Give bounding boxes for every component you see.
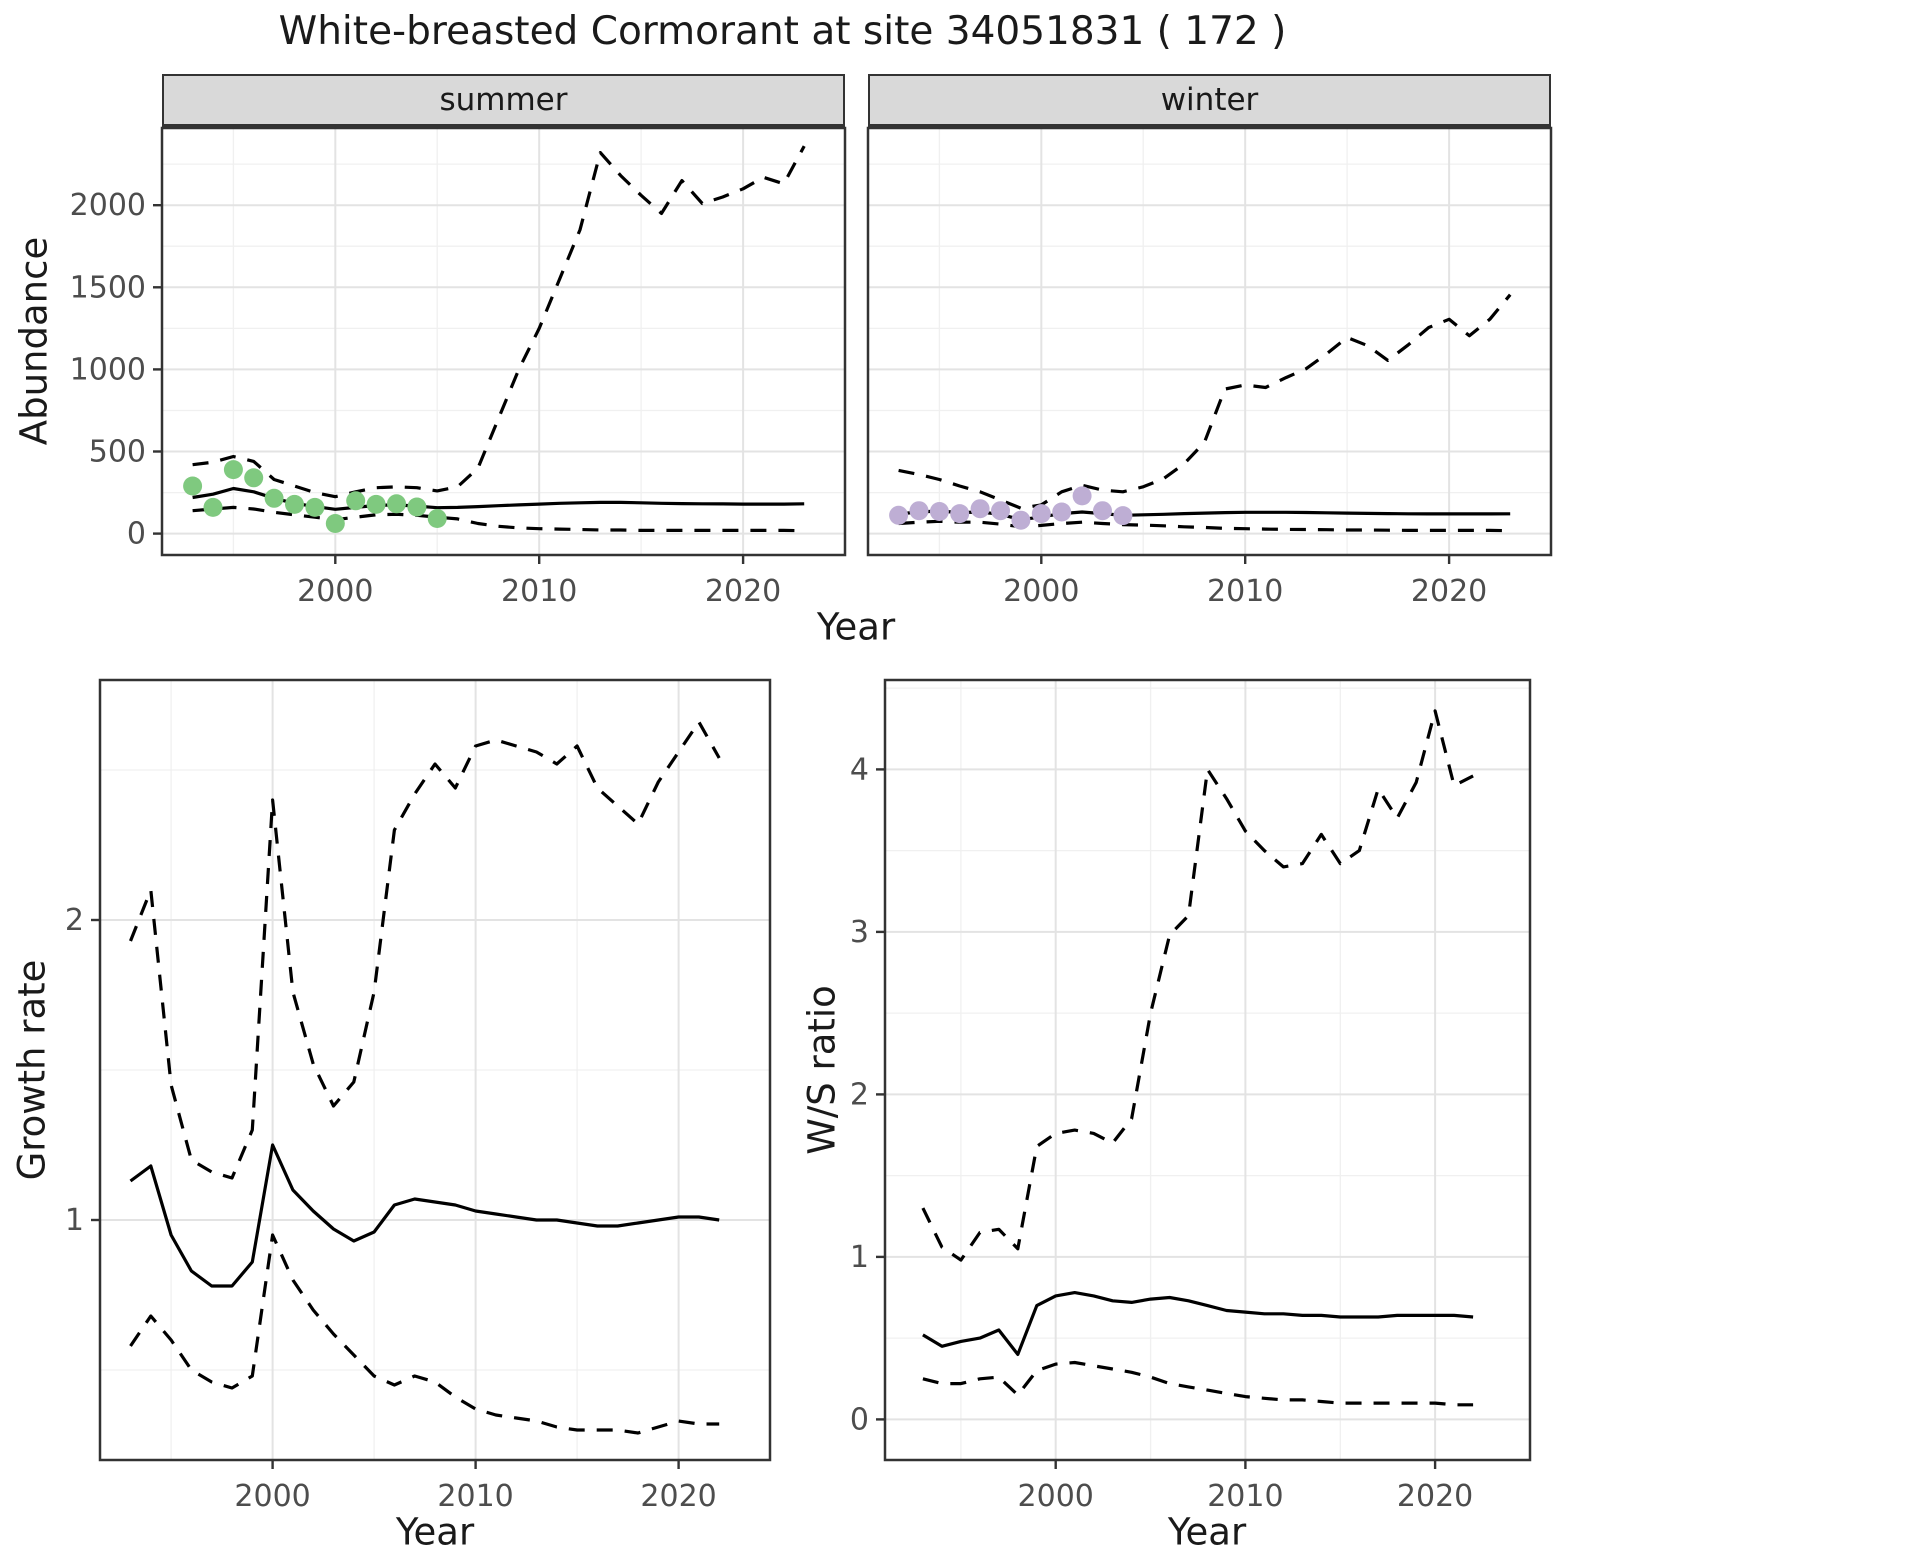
ws-ratio-axis-title: W/S ratio [800, 985, 844, 1155]
svg-text:2: 2 [65, 903, 84, 938]
facet-strip-winter-label: winter [1160, 82, 1259, 118]
svg-text:2020: 2020 [1411, 574, 1487, 609]
svg-text:2010: 2010 [1207, 574, 1283, 609]
svg-text:2000: 2000 [234, 1479, 310, 1514]
svg-text:2020: 2020 [640, 1479, 716, 1514]
svg-text:2010: 2010 [1207, 1479, 1283, 1514]
svg-text:2010: 2010 [501, 574, 577, 609]
svg-text:1: 1 [65, 1203, 84, 1238]
svg-text:2020: 2020 [1397, 1479, 1473, 1514]
svg-text:2: 2 [850, 1077, 869, 1112]
year-axis-title-bottom-right: Year [1167, 1510, 1247, 1554]
svg-text:0: 0 [850, 1402, 869, 1437]
svg-text:2000: 2000 [1018, 1479, 1094, 1514]
svg-text:2000: 2000 [1003, 574, 1079, 609]
abundance-axis-title: Abundance [12, 236, 56, 446]
svg-text:1: 1 [850, 1240, 869, 1275]
facet-strip-summer-label: summer [439, 82, 568, 118]
svg-text:2020: 2020 [705, 574, 781, 609]
year-axis-title-top: Year [816, 605, 896, 649]
svg-text:0: 0 [127, 517, 146, 552]
svg-text:1500: 1500 [70, 270, 146, 305]
svg-text:2010: 2010 [437, 1479, 513, 1514]
svg-text:2000: 2000 [297, 574, 373, 609]
facet-strip-winter: winter [868, 74, 1551, 128]
svg-text:4: 4 [850, 752, 869, 787]
year-axis-title-bottom-left: Year [395, 1510, 475, 1554]
svg-text:2000: 2000 [70, 188, 146, 223]
svg-text:1000: 1000 [70, 352, 146, 387]
svg-text:3: 3 [850, 915, 869, 950]
facet-strip-summer: summer [162, 74, 845, 128]
svg-text:500: 500 [89, 435, 146, 470]
growth-rate-axis-title: Growth rate [10, 959, 54, 1181]
figure-title: White-breasted Cormorant at site 3405183… [278, 9, 1287, 54]
